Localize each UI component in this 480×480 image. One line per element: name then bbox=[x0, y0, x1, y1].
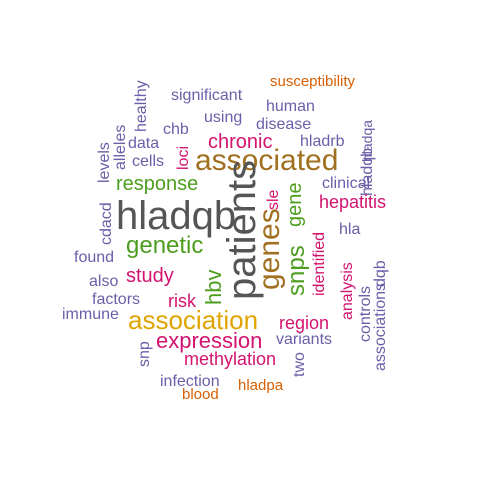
word-immune: immune bbox=[62, 306, 119, 323]
word-using: using bbox=[204, 109, 243, 126]
word-alleles: alleles bbox=[112, 124, 129, 170]
word-snps: snps bbox=[283, 245, 310, 296]
word-hepatitis: hepatitis bbox=[319, 192, 387, 212]
word-genes: genes bbox=[253, 208, 286, 290]
word-cdacd: cdacd bbox=[98, 202, 115, 245]
word-chb: chb bbox=[163, 121, 189, 138]
word-hladrb: hladrb bbox=[300, 133, 345, 150]
word-associated: associated bbox=[195, 144, 339, 177]
word-susceptibility: susceptibility bbox=[270, 73, 356, 90]
word-human: human bbox=[266, 98, 315, 115]
word-genetic: genetic bbox=[126, 232, 204, 259]
word-chronic: chronic bbox=[208, 131, 273, 153]
word-infection: infection bbox=[160, 373, 220, 390]
word-associations: associations bbox=[372, 282, 389, 371]
word-healthy: healthy bbox=[133, 80, 150, 132]
word-identified: identified bbox=[311, 231, 328, 296]
word-blood: blood bbox=[182, 386, 219, 403]
word-variants: variants bbox=[276, 331, 333, 348]
word-analysis: analysis bbox=[339, 262, 356, 320]
word-clinical: clinical bbox=[322, 175, 371, 192]
word-association: association bbox=[128, 305, 259, 335]
word-data: data bbox=[128, 135, 160, 152]
word-snp: snp bbox=[136, 341, 153, 367]
word-study: study bbox=[126, 265, 174, 287]
word-gene: gene bbox=[284, 182, 306, 228]
word-disease: disease bbox=[256, 116, 312, 133]
word-expression: expression bbox=[156, 328, 263, 353]
word-hladpa: hladpa bbox=[238, 377, 284, 394]
word-risk: risk bbox=[168, 291, 196, 311]
word-response: response bbox=[116, 173, 199, 195]
word-region: region bbox=[279, 313, 330, 333]
word-sle: sle bbox=[265, 189, 282, 210]
word-significant: significant bbox=[171, 87, 243, 104]
word-hladqb: hladqb bbox=[116, 194, 237, 238]
word-hbv: hbv bbox=[201, 269, 226, 305]
word-two: two bbox=[291, 352, 308, 377]
word-loci: loci bbox=[175, 145, 192, 170]
word-hla: hla bbox=[339, 221, 361, 238]
word-methylation: methylation bbox=[184, 349, 277, 369]
word-also: also bbox=[89, 273, 119, 290]
word-found: found bbox=[74, 249, 115, 266]
word-factors: factors bbox=[92, 291, 141, 308]
word-cells: cells bbox=[132, 153, 165, 170]
word-levels: levels bbox=[96, 142, 113, 183]
